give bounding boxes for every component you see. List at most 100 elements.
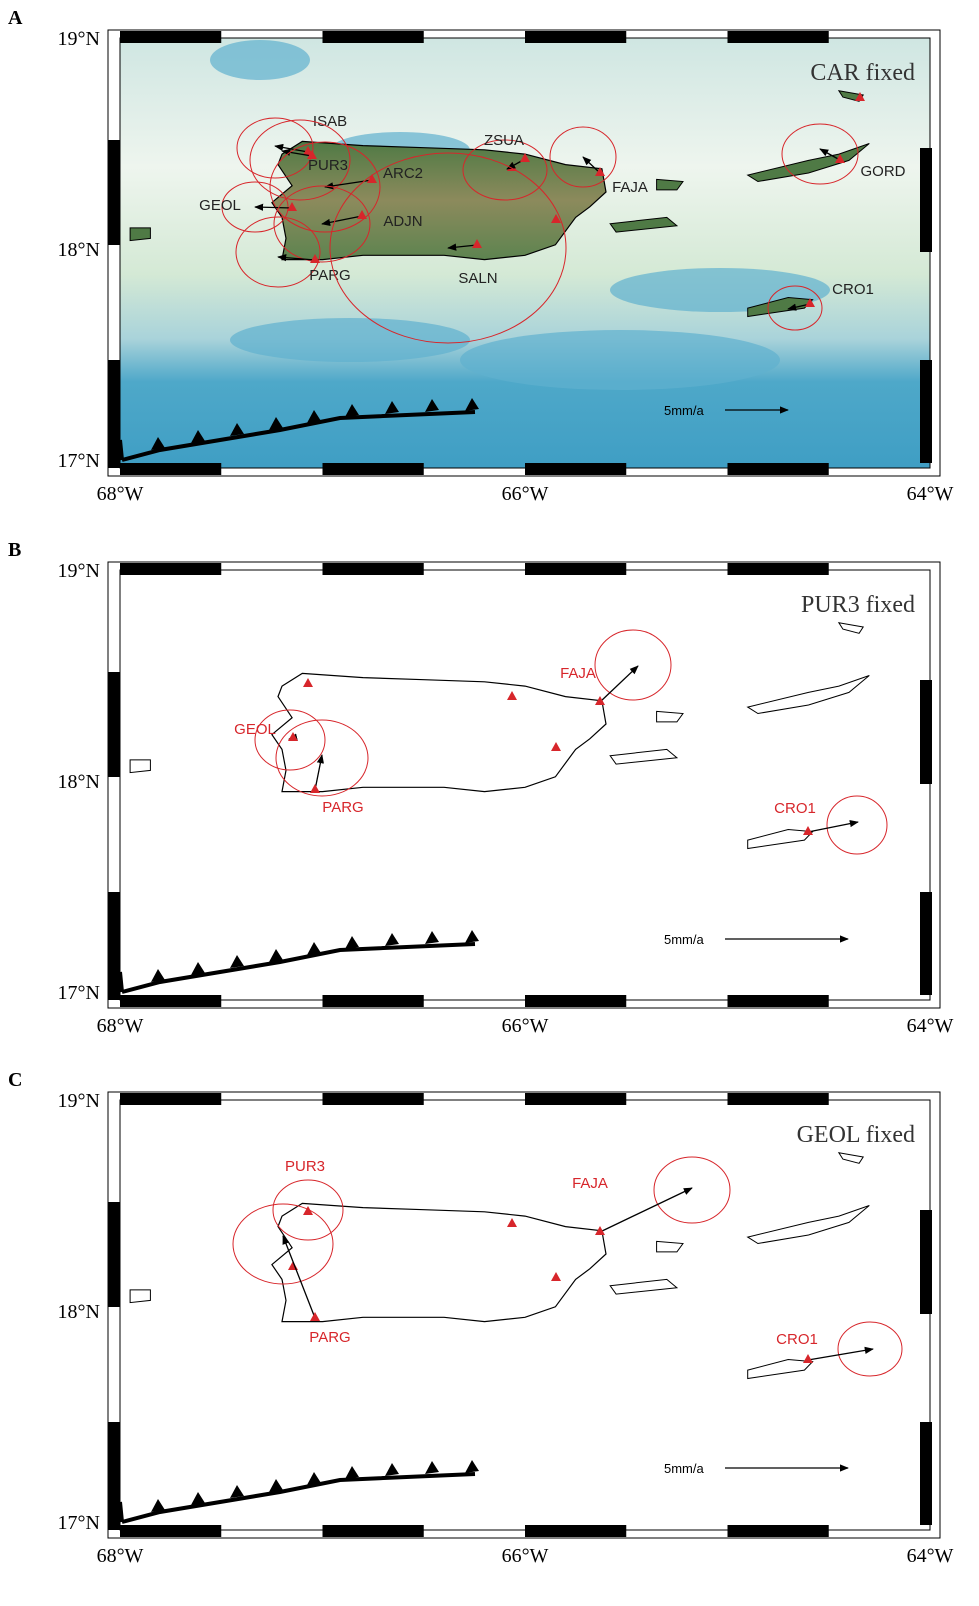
frame-bar <box>920 680 932 784</box>
lat-label: 19°N <box>58 1090 100 1112</box>
station-marker <box>507 691 517 700</box>
lat-label: 17°N <box>58 450 100 472</box>
panel-title: CAR fixed <box>810 60 915 86</box>
station-label: ADJN <box>383 213 422 230</box>
trench-tooth <box>230 1485 244 1498</box>
island <box>748 1360 813 1379</box>
panel-title: GEOL fixed <box>797 1122 915 1148</box>
station-label: PUR3 <box>308 157 348 174</box>
panel-letter: A <box>8 7 23 29</box>
coastline <box>272 1203 606 1321</box>
island <box>657 711 683 722</box>
lon-label: 64°W <box>907 483 954 505</box>
figure: AISABPUR3ARC2GEOLADJNPARGZSUAFAJASALNGOR… <box>0 0 979 1606</box>
frame-bar <box>120 563 221 575</box>
deep-water <box>210 40 310 80</box>
velocity-vector <box>808 1349 873 1360</box>
lat-label: 18°N <box>58 1301 100 1323</box>
deep-water <box>230 318 470 362</box>
station-marker <box>310 784 320 793</box>
velocity-vector <box>283 1236 315 1318</box>
frame-bar <box>108 360 120 468</box>
lon-label: 64°W <box>907 1015 954 1037</box>
frame-bar <box>323 1093 424 1105</box>
frame-inner <box>120 1100 930 1530</box>
island <box>839 1153 863 1164</box>
station-label: SALN <box>458 270 497 287</box>
lon-label: 66°W <box>502 483 549 505</box>
frame-bar <box>120 463 221 475</box>
island <box>130 228 150 241</box>
trench-tooth <box>425 1461 439 1474</box>
island <box>130 760 150 773</box>
frame-bar <box>108 672 120 777</box>
frame-bar <box>108 1422 120 1530</box>
frame-bar <box>120 995 221 1007</box>
lon-label: 64°W <box>907 1545 954 1567</box>
lon-label: 66°W <box>502 1015 549 1037</box>
trench-tooth <box>269 949 283 962</box>
island <box>610 749 677 764</box>
trench-tooth <box>151 1499 165 1512</box>
trench-tooth <box>307 942 321 955</box>
station-label: CRO1 <box>832 281 874 298</box>
panel-letter: B <box>8 539 21 561</box>
station-marker <box>551 742 561 751</box>
trench-tooth <box>385 1463 399 1476</box>
frame-bar <box>323 563 424 575</box>
island <box>748 676 870 714</box>
frame-bar <box>108 140 120 245</box>
station-label: FAJA <box>572 1175 608 1192</box>
island <box>610 1279 677 1294</box>
station-label: FAJA <box>612 179 648 196</box>
trench-tooth <box>465 1460 479 1473</box>
trench-tooth <box>191 1492 205 1505</box>
station-label: GEOL <box>199 197 241 214</box>
velocity-vector <box>600 666 638 702</box>
lat-label: 17°N <box>58 1512 100 1534</box>
frame-bar <box>120 1525 221 1537</box>
frame-bar <box>323 995 424 1007</box>
station-label: CRO1 <box>776 1331 818 1348</box>
island <box>839 623 863 634</box>
frame-bar <box>920 360 932 463</box>
station-marker <box>310 1312 320 1321</box>
frame-bar <box>120 1093 221 1105</box>
trench-tooth <box>345 936 359 949</box>
coastline <box>272 673 606 791</box>
station-label: ZSUA <box>484 132 524 149</box>
deep-water <box>460 330 780 390</box>
station-marker <box>803 1354 813 1363</box>
velocity-vector <box>600 1188 692 1232</box>
panel-letter: C <box>8 1069 22 1091</box>
lat-label: 17°N <box>58 982 100 1004</box>
island <box>657 1241 683 1252</box>
error-ellipse <box>595 630 671 700</box>
scale-label: 5mm/a <box>664 403 705 418</box>
frame-bar <box>120 31 221 43</box>
frame-bar <box>323 463 424 475</box>
island <box>130 1290 150 1303</box>
error-ellipse <box>827 796 887 854</box>
trench-tooth <box>385 933 399 946</box>
frame-bar <box>728 563 829 575</box>
trench-tooth <box>425 931 439 944</box>
lon-label: 68°W <box>97 1015 144 1037</box>
frame-bar <box>525 995 626 1007</box>
velocity-vector <box>808 822 858 832</box>
lat-label: 18°N <box>58 771 100 793</box>
frame-bar <box>728 463 829 475</box>
frame-bar <box>525 463 626 475</box>
panel-title: PUR3 fixed <box>801 592 915 618</box>
trench-tooth <box>191 962 205 975</box>
station-label: ARC2 <box>383 165 423 182</box>
lat-label: 18°N <box>58 239 100 261</box>
frame-bar <box>323 31 424 43</box>
trench <box>122 1474 475 1522</box>
frame-bar <box>920 1422 932 1525</box>
lat-label: 19°N <box>58 560 100 582</box>
lon-label: 68°W <box>97 483 144 505</box>
trench-tooth <box>345 1466 359 1479</box>
station-label: PARG <box>322 799 363 816</box>
